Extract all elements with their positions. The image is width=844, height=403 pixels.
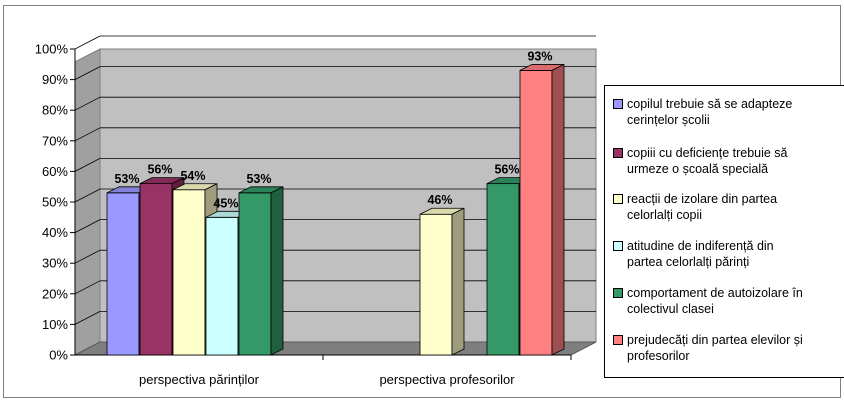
y-tick-label: 100% bbox=[35, 42, 69, 57]
y-tick-label: 50% bbox=[42, 195, 68, 210]
y-tick-label: 60% bbox=[42, 164, 68, 179]
plot-side-wall bbox=[74, 48, 101, 356]
legend-label: prejudecăți din partea elevilor și profes… bbox=[627, 333, 803, 363]
bar bbox=[238, 192, 272, 356]
y-tick-label: 70% bbox=[42, 133, 68, 148]
data-label: 54% bbox=[180, 169, 205, 183]
bar-side bbox=[270, 186, 284, 356]
legend-swatch bbox=[613, 148, 623, 158]
y-tick-label: 90% bbox=[42, 72, 68, 87]
legend-swatch bbox=[613, 335, 623, 345]
gridline bbox=[74, 188, 101, 203]
bar-side bbox=[451, 207, 465, 356]
y-tick-label: 30% bbox=[42, 256, 68, 271]
gridline bbox=[74, 249, 101, 264]
data-label: 93% bbox=[527, 49, 552, 63]
bar bbox=[419, 213, 453, 356]
data-label: 53% bbox=[246, 172, 271, 186]
y-tick-label: 10% bbox=[42, 317, 68, 332]
data-label: 53% bbox=[114, 172, 139, 186]
legend-label: copilul trebuie să se adapteze cerințelor… bbox=[627, 97, 793, 127]
x-tick-label: perspectiva părinților bbox=[139, 372, 260, 387]
bar bbox=[139, 183, 173, 356]
bar bbox=[519, 70, 553, 356]
data-label: 46% bbox=[427, 193, 452, 207]
bar-side bbox=[551, 63, 565, 356]
gridline bbox=[74, 66, 101, 80]
legend-swatch bbox=[613, 241, 623, 251]
gridline bbox=[74, 158, 101, 172]
legend-swatch bbox=[613, 288, 623, 298]
data-label: 56% bbox=[494, 163, 519, 177]
legend-label: comportament de autoizolare în colectivul… bbox=[627, 286, 803, 316]
gridline bbox=[74, 127, 101, 142]
data-label: 56% bbox=[147, 163, 172, 177]
bar bbox=[486, 183, 520, 356]
legend-label: atitudine de indiferență din partea celor… bbox=[627, 239, 774, 269]
legend-swatch bbox=[613, 99, 623, 109]
x-tick-label: perspectiva profesorilor bbox=[379, 372, 515, 387]
legend-swatch bbox=[613, 194, 623, 204]
y-tick-label: 20% bbox=[42, 286, 68, 301]
y-tick-label: 80% bbox=[42, 103, 68, 118]
gridline bbox=[74, 311, 101, 325]
y-tick-label: 40% bbox=[42, 225, 68, 240]
bar bbox=[106, 192, 140, 356]
legend-label: reacții de izolare din partea celorlalți … bbox=[627, 192, 778, 222]
bar bbox=[172, 189, 206, 356]
y-tick-label: 0% bbox=[49, 348, 68, 363]
chart-legend: copilul trebuie să se adapteze cerințelor… bbox=[604, 85, 844, 378]
gridline bbox=[74, 35, 101, 50]
gridline bbox=[74, 280, 101, 295]
legend-label: copiii cu deficiențe trebuie să urmeze o … bbox=[627, 146, 788, 176]
bar bbox=[205, 216, 239, 356]
gridline bbox=[74, 96, 101, 111]
data-label: 45% bbox=[213, 196, 238, 210]
gridline bbox=[74, 219, 101, 233]
